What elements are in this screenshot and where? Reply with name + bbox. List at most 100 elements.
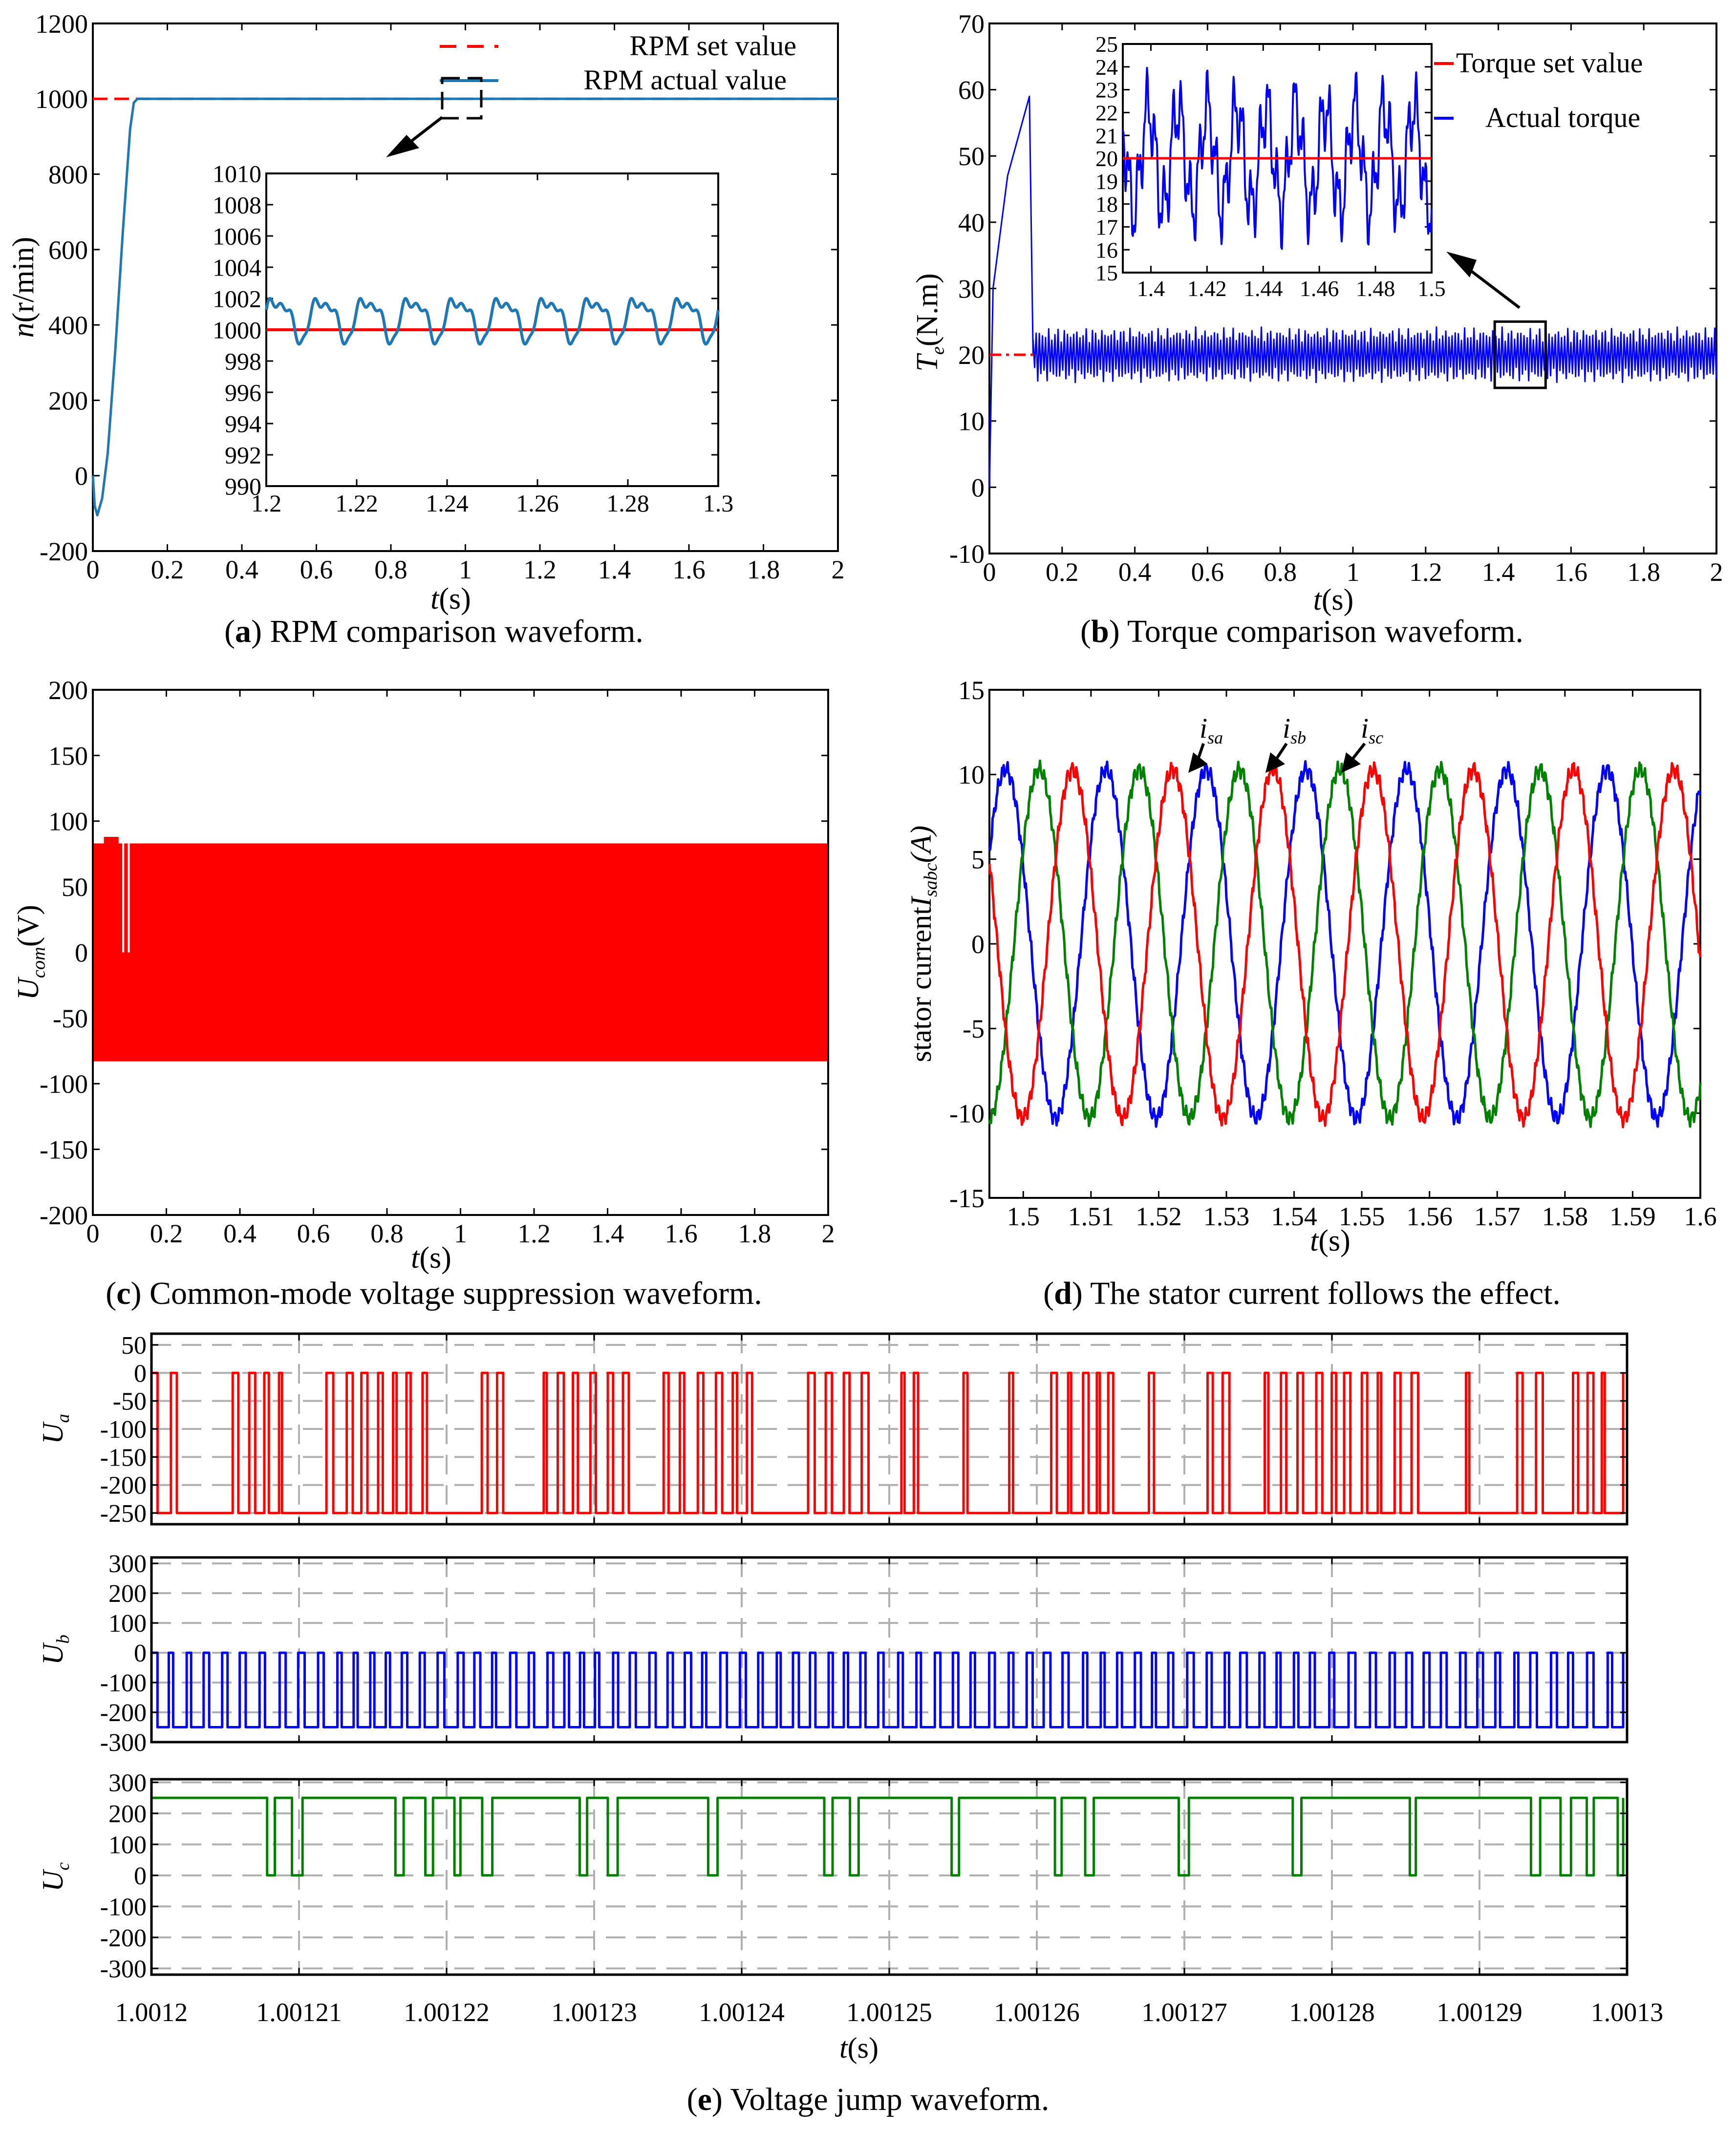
- x-tick-label: 0.4: [225, 555, 258, 584]
- x-tick-label: 0.8: [1264, 557, 1297, 587]
- x-tick-label: 1.4: [598, 555, 631, 584]
- x-tick-label: 1.6: [1555, 557, 1588, 587]
- y-tick-label: 996: [225, 379, 261, 406]
- zoom-arrowhead: [1446, 252, 1477, 277]
- x-tick-label: 1: [454, 1219, 467, 1248]
- inset-actual-value: [265, 297, 720, 346]
- annotation-arrowhead: [1341, 752, 1361, 773]
- y-tick-label: -100: [100, 1893, 147, 1921]
- y-tick-label: 600: [48, 235, 88, 265]
- y-tick-label: -300: [100, 1729, 147, 1757]
- y-tick-label: 0: [134, 1862, 147, 1890]
- legend-label-set: Torque set value: [1456, 47, 1643, 79]
- y-tick-label: 0: [134, 1360, 147, 1387]
- y-tick-label: -100: [40, 1069, 88, 1099]
- x-tick-label: 1.58: [1542, 1202, 1588, 1231]
- y-tick-label: -5: [963, 1014, 985, 1044]
- x-tick-label: 1.4: [1482, 557, 1515, 587]
- x-axis-label: t(s): [430, 582, 471, 616]
- y-axis-label: Ua: [37, 1414, 73, 1444]
- y-tick-label: 1004: [213, 254, 261, 281]
- x-tick-label: 1.2: [1409, 557, 1442, 587]
- x-tick-label: 0.8: [374, 555, 407, 584]
- y-tick-label: 200: [108, 1800, 147, 1828]
- caption-c: (c) Common-mode voltage suppression wave…: [106, 1276, 762, 1311]
- y-tick-label: -300: [100, 1955, 147, 1983]
- annotation-label-isb: isb: [1283, 712, 1306, 747]
- x-tick-label: 1.57: [1474, 1202, 1521, 1231]
- x-tick-label: 0.8: [370, 1219, 404, 1248]
- zoom-arrowhead: [386, 135, 419, 157]
- y-tick-label: 60: [958, 76, 985, 105]
- y-tick-label: 25: [1095, 32, 1118, 57]
- series-rpm-actual-value: [91, 97, 838, 517]
- y-tick-label: -100: [100, 1669, 147, 1697]
- x-tick-label: 1.46: [1300, 276, 1339, 301]
- y-tick-label: 50: [958, 142, 985, 171]
- y-tick-label: 10: [958, 760, 985, 789]
- y-tick-label: 1000: [213, 317, 261, 344]
- caption-a: (a) RPM comparison waveform.: [224, 614, 643, 649]
- x-tick-label: 0: [983, 557, 996, 587]
- y-tick-label: 0: [134, 1640, 147, 1667]
- x-tick-label: 1.00123: [551, 1998, 637, 2027]
- y-tick-label: 5: [971, 845, 985, 874]
- y-tick-label: 10: [958, 407, 985, 436]
- y-tick-label: 19: [1095, 169, 1118, 194]
- series-ucom-band: [93, 843, 828, 1062]
- y-tick-label: 1006: [213, 223, 261, 250]
- x-tick-label: 2: [1710, 557, 1723, 587]
- y-tick-label: 30: [958, 274, 985, 303]
- x-tick-label: 2: [832, 555, 845, 584]
- y-tick-label: -50: [113, 1388, 147, 1416]
- series-ucom-gap: [128, 843, 130, 953]
- x-tick-label: 1.22: [335, 490, 378, 517]
- x-axis-label: t(s): [839, 2032, 879, 2064]
- series-isc: [988, 761, 1702, 1129]
- x-tick-label: 1.00124: [699, 1998, 785, 2027]
- x-tick-label: 1.0013: [1591, 1998, 1664, 2027]
- x-tick-label: 1.51: [1068, 1202, 1114, 1231]
- x-tick-label: 1.3: [703, 490, 734, 517]
- x-tick-label: 1.2: [517, 1219, 551, 1248]
- y-tick-label: 20: [958, 341, 985, 370]
- y-tick-label: 15: [958, 676, 985, 705]
- y-tick-label: 0: [75, 462, 88, 491]
- x-tick-label: 1.0012: [115, 1998, 188, 2027]
- x-tick-label: 1.00129: [1436, 1998, 1522, 2027]
- plot-frame: [92, 689, 829, 1216]
- y-tick-label: 24: [1095, 55, 1118, 80]
- x-tick-label: 1.42: [1187, 276, 1227, 301]
- series-ucom-spike: [104, 837, 119, 844]
- x-tick-label: 1: [459, 555, 472, 584]
- x-tick-label: 2: [822, 1219, 835, 1248]
- x-axis-label: t(s): [1310, 1224, 1350, 1257]
- y-tick-label: 21: [1095, 123, 1118, 148]
- annotation-label-isc: isc: [1361, 712, 1383, 747]
- x-tick-label: 1.8: [747, 555, 780, 584]
- x-tick-label: 1.8: [738, 1219, 772, 1248]
- series-ucom-gap: [122, 843, 125, 953]
- x-tick-label: 1.6: [1684, 1202, 1717, 1231]
- x-tick-label: 0.4: [223, 1219, 257, 1248]
- y-tick-label: 17: [1095, 215, 1118, 240]
- y-tick-label: 15: [1095, 260, 1118, 285]
- y-tick-label: 0: [971, 473, 985, 502]
- x-tick-label: 1.00125: [846, 1998, 932, 2027]
- x-tick-label: 1.00121: [256, 1998, 342, 2027]
- subplot-Uc: -300 -200 -100 0 100 200 300 Uc: [37, 1769, 1629, 1983]
- caption-b: (b) Torque comparison waveform.: [1080, 614, 1523, 649]
- y-tick-label: -10: [949, 1099, 985, 1129]
- y-tick-label: -150: [40, 1135, 88, 1165]
- x-tick-label: 1.4: [1137, 276, 1165, 301]
- y-tick-label: 70: [958, 9, 985, 39]
- y-axis-label: n(r/min): [7, 237, 40, 338]
- x-tick-label: 0.4: [1118, 557, 1152, 587]
- y-tick-label: 200: [48, 676, 88, 705]
- x-tick-label: 1.59: [1609, 1202, 1656, 1231]
- zoom-box: [441, 77, 483, 120]
- y-axis-label: Ucom(V): [12, 905, 49, 1000]
- legend-label-actual: RPM actual value: [583, 64, 787, 96]
